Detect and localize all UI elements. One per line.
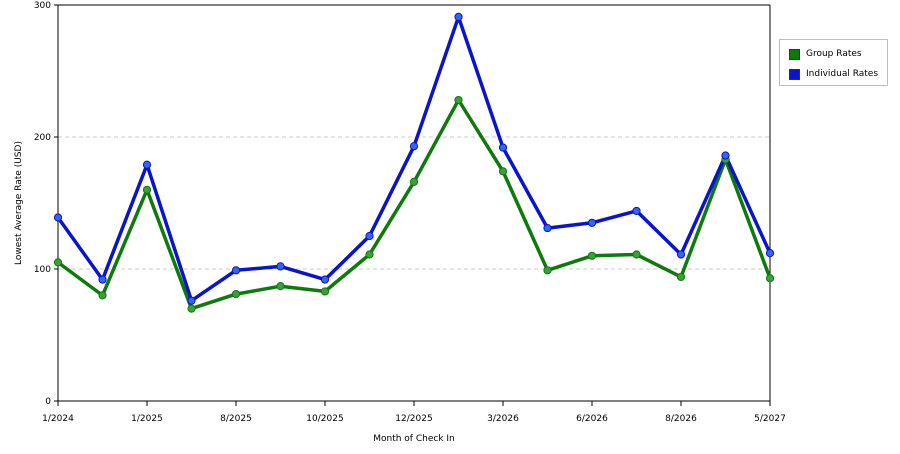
data-point-group-rates (498, 167, 508, 176)
y-axis-title: Lowest Average Rate (USD) (14, 141, 24, 265)
data-point-individual-rates (409, 142, 419, 151)
x-tick-label: 8/2026 (665, 414, 697, 424)
gridlines (58, 136, 770, 270)
data-point-individual-rates (231, 266, 241, 275)
data-point-individual-rates (53, 213, 63, 222)
series-lines (56, 15, 772, 311)
legend-label-group-rates: Group Rates (806, 49, 862, 59)
series-line-group-rates (56, 98, 772, 311)
x-axis-title: Month of Check In (373, 434, 455, 444)
data-point-individual-rates (142, 160, 152, 169)
legend-label-individual-rates: Individual Rates (806, 69, 879, 79)
data-point-individual-rates (587, 218, 597, 227)
axes: 0 100 200 300 1/2024 1/2025 8/2025 10/2025 12/20… (34, 1, 786, 424)
x-tick-label: 12/2025 (395, 414, 432, 424)
y-tick-label: 200 (34, 133, 51, 143)
y-tick-label: 300 (34, 1, 51, 11)
legend-item-group-rates: Group Rates (789, 48, 862, 60)
data-point-individual-rates (276, 262, 285, 271)
legend: Group Rates Individual Rates (779, 39, 888, 86)
data-point-group-rates (365, 250, 374, 259)
data-point-group-rates (98, 291, 107, 300)
data-point-group-rates (765, 274, 775, 283)
x-tick-label: 10/2025 (306, 414, 343, 424)
x-tick-label: 6/2026 (576, 414, 608, 424)
data-point-group-rates (142, 185, 152, 194)
data-point-individual-rates (187, 296, 196, 305)
x-tick-label: 1/2025 (131, 414, 163, 424)
data-point-group-rates (676, 272, 686, 282)
x-tick-label: 1/2024 (42, 414, 74, 424)
legend-swatch-group-rates (789, 48, 800, 60)
data-point-individual-rates (365, 231, 374, 241)
data-point-individual-rates (454, 12, 463, 21)
data-markers (53, 12, 775, 313)
series-line-individual-rates (56, 15, 772, 303)
data-point-group-rates (409, 177, 419, 186)
data-point-group-rates (543, 266, 552, 275)
data-point-group-rates (587, 251, 597, 260)
data-point-individual-rates (98, 275, 107, 284)
y-tick-label: 0 (45, 397, 51, 407)
data-point-individual-rates (721, 151, 730, 160)
y-tick-label: 100 (34, 265, 51, 275)
legend-item-individual-rates: Individual Rates (789, 68, 878, 80)
x-tick-label: 8/2025 (220, 414, 252, 424)
data-point-group-rates (187, 304, 196, 313)
data-point-individual-rates (543, 223, 552, 233)
data-point-group-rates (231, 289, 241, 299)
data-point-group-rates (276, 282, 285, 291)
data-point-individual-rates (632, 206, 641, 216)
data-point-individual-rates (498, 143, 508, 152)
x-tick-label: 3/2026 (487, 414, 519, 424)
data-point-individual-rates (676, 250, 686, 259)
legend-swatch-individual-rates (789, 68, 800, 80)
data-point-individual-rates (320, 275, 330, 284)
data-point-group-rates (632, 250, 641, 259)
data-point-group-rates (53, 258, 63, 267)
x-tick-label: 5/2027 (754, 414, 786, 424)
data-point-individual-rates (765, 249, 775, 258)
data-point-group-rates (454, 95, 463, 105)
data-point-group-rates (320, 287, 330, 296)
